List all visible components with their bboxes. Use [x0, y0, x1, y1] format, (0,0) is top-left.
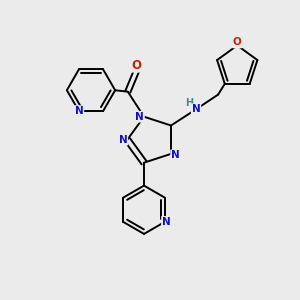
Text: N: N — [75, 106, 83, 116]
Text: N: N — [192, 104, 200, 114]
Text: N: N — [118, 135, 127, 145]
Text: N: N — [171, 150, 180, 161]
Text: N: N — [135, 112, 144, 122]
Text: N: N — [162, 217, 171, 227]
Text: O: O — [132, 59, 142, 72]
Text: H: H — [185, 98, 194, 108]
Text: O: O — [233, 38, 242, 47]
